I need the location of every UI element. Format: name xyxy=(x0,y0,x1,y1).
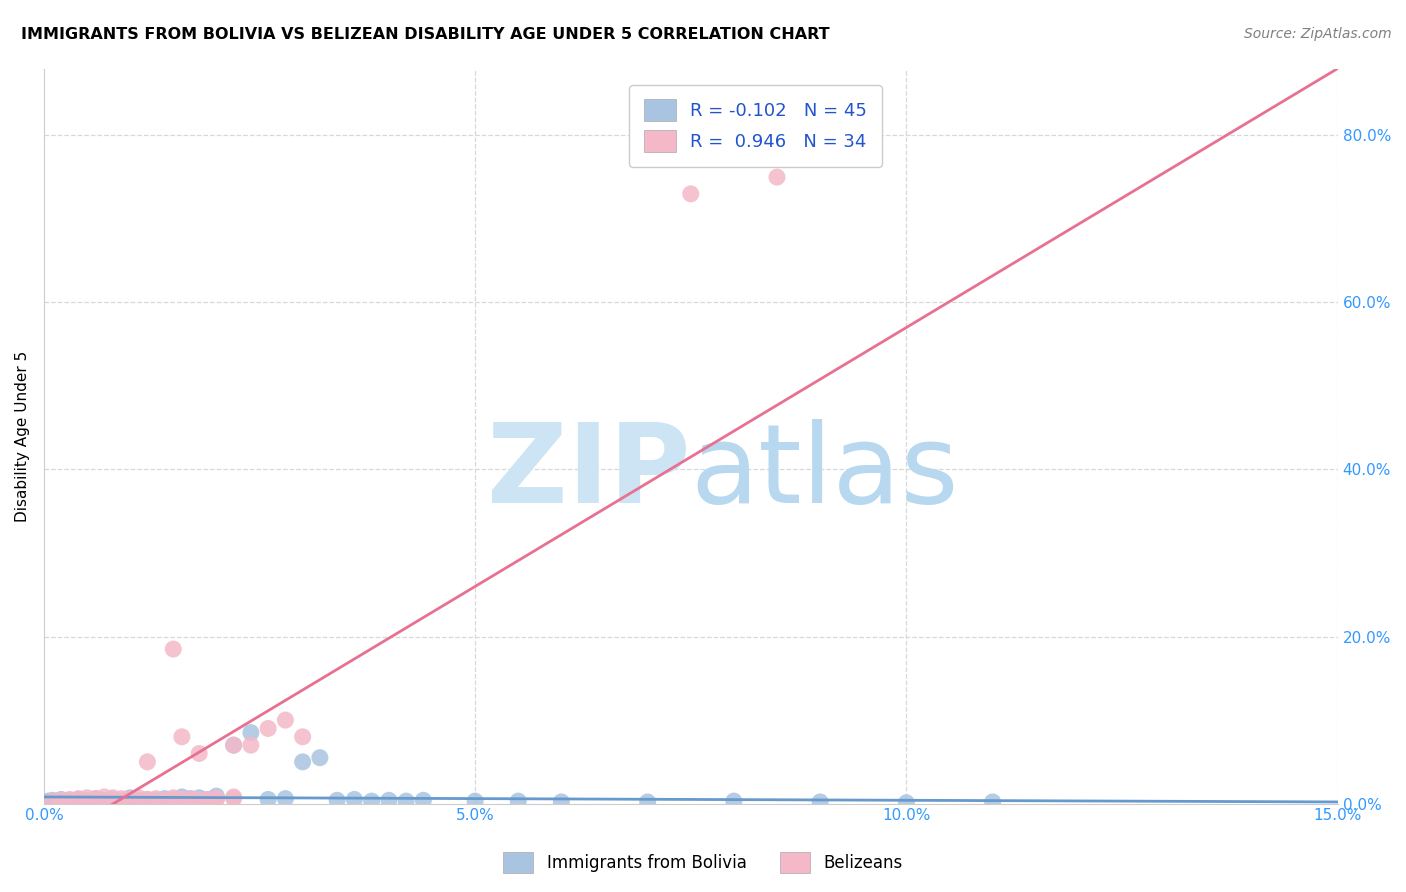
Point xyxy=(76,794,98,808)
Point xyxy=(136,792,159,806)
Point xyxy=(188,793,211,807)
Text: IMMIGRANTS FROM BOLIVIA VS BELIZEAN DISABILITY AGE UNDER 5 CORRELATION CHART: IMMIGRANTS FROM BOLIVIA VS BELIZEAN DISA… xyxy=(21,27,830,42)
Point xyxy=(239,738,262,752)
Point xyxy=(274,713,297,727)
Point xyxy=(205,792,228,806)
Point xyxy=(378,793,401,807)
Point xyxy=(222,738,245,752)
Point xyxy=(136,755,159,769)
Point xyxy=(170,789,193,804)
Point xyxy=(110,791,132,805)
Point xyxy=(205,789,228,803)
Point xyxy=(222,789,245,804)
Point xyxy=(180,791,202,805)
Point xyxy=(76,790,98,805)
Point xyxy=(67,792,90,806)
Text: ZIP: ZIP xyxy=(488,419,690,526)
Point xyxy=(136,792,159,806)
Point xyxy=(412,793,434,807)
Point xyxy=(170,792,193,806)
Point xyxy=(222,791,245,805)
Text: atlas: atlas xyxy=(690,419,959,526)
Point xyxy=(145,793,167,807)
Point xyxy=(128,790,150,805)
Point xyxy=(67,791,90,805)
Point xyxy=(170,730,193,744)
Point xyxy=(37,794,59,808)
Point xyxy=(84,791,107,805)
Point xyxy=(326,793,349,807)
Point xyxy=(101,790,124,805)
Point xyxy=(257,722,280,736)
Point xyxy=(93,793,115,807)
Point xyxy=(637,795,659,809)
Point xyxy=(766,170,789,185)
Point xyxy=(110,794,132,808)
Point xyxy=(508,794,530,808)
Point xyxy=(291,755,314,769)
Point xyxy=(197,792,219,806)
Text: Source: ZipAtlas.com: Source: ZipAtlas.com xyxy=(1244,27,1392,41)
Point xyxy=(309,750,332,764)
Point xyxy=(93,789,115,804)
Point xyxy=(101,792,124,806)
Point xyxy=(205,791,228,805)
Point xyxy=(72,793,94,807)
Point xyxy=(188,747,211,761)
Legend: R = -0.102   N = 45, R =  0.946   N = 34: R = -0.102 N = 45, R = 0.946 N = 34 xyxy=(628,85,882,167)
Point xyxy=(188,790,211,805)
Point xyxy=(84,791,107,805)
Point xyxy=(180,791,202,805)
Point xyxy=(49,793,72,807)
Point xyxy=(981,795,1004,809)
Point xyxy=(162,790,184,805)
Point xyxy=(120,792,142,806)
Point xyxy=(291,730,314,744)
Point xyxy=(395,794,418,808)
Point xyxy=(153,791,176,805)
Point xyxy=(197,792,219,806)
Point xyxy=(153,793,176,807)
Point xyxy=(222,738,245,752)
Point xyxy=(41,794,63,808)
Point xyxy=(679,186,702,201)
Point xyxy=(49,792,72,806)
Point xyxy=(63,794,86,808)
Point xyxy=(343,792,366,806)
Point xyxy=(896,796,918,810)
Legend: Immigrants from Bolivia, Belizeans: Immigrants from Bolivia, Belizeans xyxy=(496,846,910,880)
Point xyxy=(128,793,150,807)
Point xyxy=(59,792,82,806)
Point xyxy=(464,794,486,808)
Point xyxy=(162,642,184,657)
Y-axis label: Disability Age Under 5: Disability Age Under 5 xyxy=(15,351,30,522)
Point xyxy=(120,790,142,805)
Point xyxy=(257,792,280,806)
Point xyxy=(45,795,67,809)
Point xyxy=(239,725,262,739)
Point xyxy=(274,791,297,805)
Point xyxy=(145,791,167,805)
Point xyxy=(808,795,831,809)
Point xyxy=(41,793,63,807)
Point xyxy=(55,794,77,808)
Point xyxy=(550,795,572,809)
Point xyxy=(360,794,382,808)
Point xyxy=(723,794,745,808)
Point xyxy=(162,792,184,806)
Point xyxy=(59,793,82,807)
